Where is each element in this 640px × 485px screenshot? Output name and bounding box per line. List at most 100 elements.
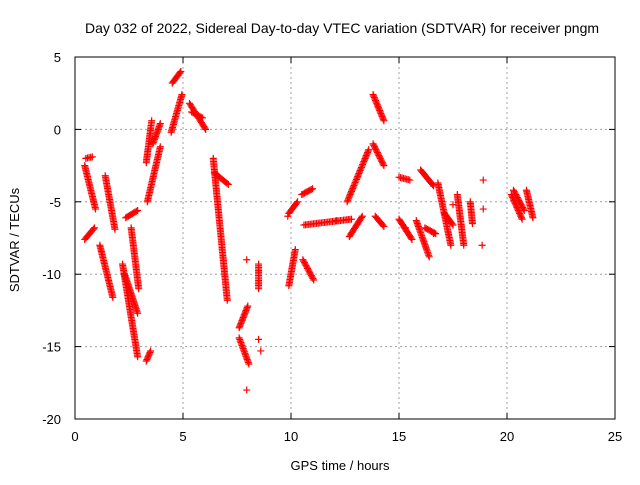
x-tick-label: 25 (608, 429, 622, 444)
data-point (257, 347, 265, 355)
data-point (135, 285, 143, 293)
x-tick-label: 10 (284, 429, 298, 444)
data-point (202, 125, 210, 133)
data-point (134, 206, 142, 214)
data-point (359, 161, 367, 169)
data-point (518, 215, 526, 223)
data-point (223, 296, 231, 304)
data-point (520, 206, 528, 214)
x-tick-label: 15 (392, 429, 406, 444)
data-point (380, 222, 388, 230)
data-point (380, 117, 388, 125)
data-point (406, 176, 414, 184)
data-point (520, 205, 528, 213)
data-point (201, 124, 209, 132)
data-point (349, 183, 357, 191)
x-tick-label: 0 (71, 429, 78, 444)
data-point (449, 201, 457, 209)
data-point (356, 167, 364, 175)
data-point (360, 156, 368, 164)
y-tick-label: -10 (42, 267, 61, 282)
data-point (291, 246, 299, 254)
data-point (401, 224, 409, 232)
data-point (358, 162, 366, 170)
data-point (348, 186, 356, 194)
data-point (357, 214, 365, 222)
data-point (430, 230, 438, 238)
data-point (332, 217, 340, 225)
data-point (132, 207, 140, 215)
data-point (478, 241, 486, 249)
data-point (361, 155, 369, 163)
data-point (197, 113, 205, 121)
data-point (178, 91, 186, 99)
plot-frame (74, 56, 616, 420)
data-point (156, 120, 164, 128)
data-point (479, 176, 487, 184)
data-point (255, 335, 263, 343)
data-point (343, 198, 351, 206)
data-point (156, 143, 164, 151)
data-point (447, 241, 455, 249)
x-axis-label: GPS time / hours (291, 458, 390, 473)
data-point (357, 164, 365, 172)
x-tick-label: 5 (179, 429, 186, 444)
data-point (244, 302, 252, 310)
data-point (354, 172, 362, 180)
data-point (449, 221, 457, 229)
data-point (224, 180, 232, 188)
y-tick-label: -20 (42, 412, 61, 427)
data-point (92, 205, 100, 213)
data-point (243, 386, 251, 394)
data-point (177, 67, 185, 75)
data-point (357, 165, 365, 173)
data-point (479, 205, 487, 213)
data-point (223, 179, 231, 187)
data-point (309, 185, 317, 193)
y-tick-label: 5 (54, 50, 61, 65)
data-point (111, 225, 119, 233)
data-point (430, 229, 438, 237)
data-point (347, 189, 355, 197)
data-point (109, 293, 117, 301)
data-point (349, 184, 357, 192)
chart-title: Day 032 of 2022, Sidereal Day-to-day VTE… (85, 20, 599, 36)
data-point (176, 69, 184, 77)
data-point (245, 360, 253, 368)
data-point (309, 275, 317, 283)
data-point (351, 180, 359, 188)
y-tick-label: -15 (42, 340, 61, 355)
data-point (529, 214, 537, 222)
data-point (356, 168, 364, 176)
data-point (359, 159, 367, 167)
data-point (134, 353, 142, 361)
data-point (347, 187, 355, 195)
data-point (147, 347, 155, 355)
data-point (425, 253, 433, 261)
y-tick-label: -5 (49, 195, 61, 210)
data-point (89, 225, 97, 233)
data-point (354, 171, 362, 179)
data-point (243, 256, 251, 264)
data-point (352, 177, 360, 185)
data-point (355, 170, 363, 178)
data-point (468, 220, 476, 228)
data-point (346, 192, 354, 200)
data-point (358, 212, 366, 220)
data-point (310, 276, 318, 284)
data-point (255, 285, 263, 293)
data-point (517, 214, 525, 222)
data-point (198, 114, 206, 122)
data-point (364, 149, 372, 157)
data-point (460, 241, 468, 249)
data-point (365, 146, 373, 154)
y-axis-label: SDTVAR / TECUs (7, 187, 22, 292)
data-point (307, 185, 315, 193)
data-point (351, 178, 359, 186)
data-point (347, 215, 355, 223)
data-point (448, 220, 456, 228)
data-point (380, 162, 388, 170)
